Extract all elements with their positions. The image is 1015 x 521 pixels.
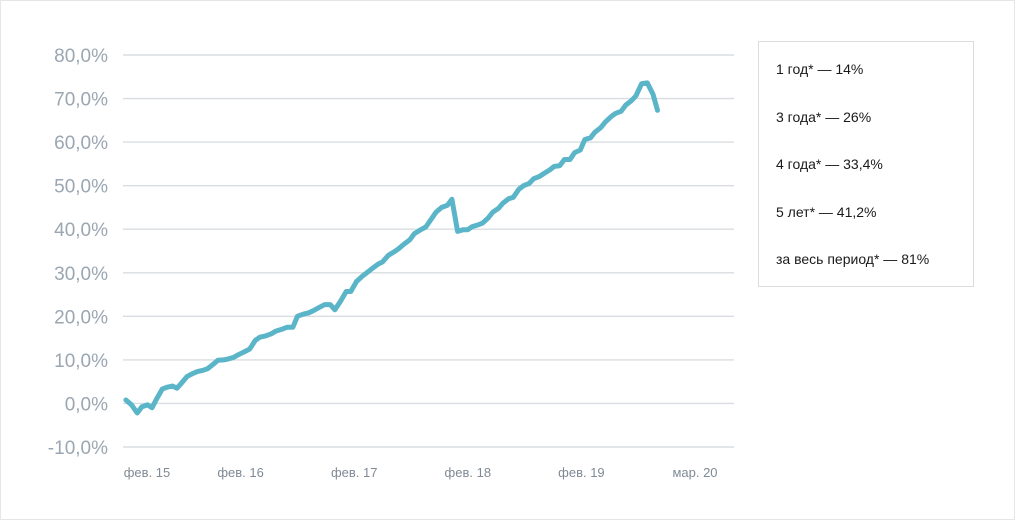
y-tick-label: 0,0% [65,394,108,415]
y-axis-ticks: 80,0% 70,0% 60,0% 50,0% 40,0% 30,0% 20,0% 10,0%… [48,46,108,459]
y-tick-label: 20,0% [54,307,108,328]
y-tick-label: 60,0% [54,133,108,154]
x-tick-label: фев. 16 [217,465,264,480]
y-tick-label: 50,0% [54,177,108,198]
series-layer [126,83,658,413]
y-tick-label: -10,0% [48,438,108,459]
y-tick-label: 30,0% [54,264,108,285]
return-full-period: за весь период* — 81% [776,251,929,267]
gridlines [123,55,734,447]
return-3-years: 3 года* — 26% [776,109,871,125]
return-1-year: 1 год* — 14% [776,61,863,77]
x-tick-label: фев. 17 [331,465,378,480]
x-tick-label: мар. 20 [672,465,717,480]
return-4-years: 4 года* — 33,4% [776,156,883,172]
x-tick-label: фев. 15 [124,465,171,480]
return-5-years: 5 лет* — 41,2% [776,204,877,220]
y-tick-label: 40,0% [54,220,108,241]
x-tick-label: фев. 18 [445,465,492,480]
x-axis-ticks: фев. 15 фев. 16 фев. 17 фев. 18 фев. 19 мар. … [124,465,718,480]
x-tick-label: фев. 19 [558,465,605,480]
y-tick-label: 10,0% [54,351,108,372]
y-tick-label: 80,0% [54,46,108,67]
returns-summary-box: 1 год* — 14% 3 года* — 26% 4 года* — 33,… [758,41,974,287]
series-line [126,83,658,413]
y-tick-label: 70,0% [54,90,108,111]
